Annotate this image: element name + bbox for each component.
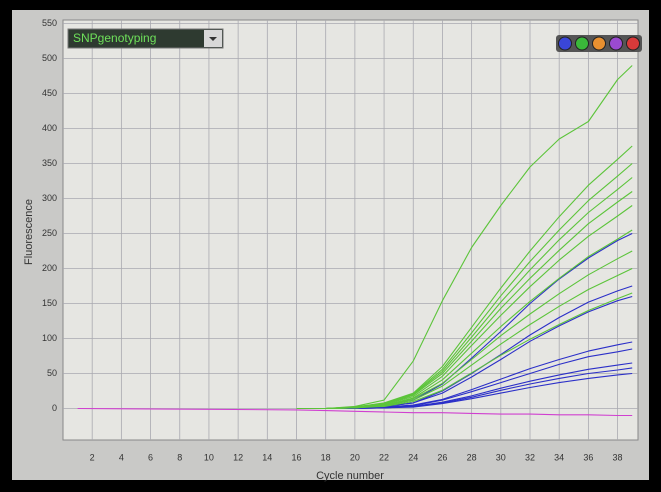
x-tick-label: 30 bbox=[496, 452, 506, 462]
x-tick-label: 34 bbox=[554, 452, 564, 462]
y-tick-label: 200 bbox=[42, 263, 57, 273]
x-tick-label: 28 bbox=[467, 452, 477, 462]
y-tick-label: 300 bbox=[42, 193, 57, 203]
y-axis-label: Fluorescence bbox=[23, 199, 35, 265]
x-tick-label: 20 bbox=[350, 452, 360, 462]
x-tick-label: 38 bbox=[613, 452, 623, 462]
y-tick-label: 150 bbox=[42, 298, 57, 308]
dropdown-label: SNPgenotyping bbox=[73, 31, 156, 45]
x-tick-label: 6 bbox=[148, 452, 153, 462]
x-tick-label: 14 bbox=[262, 452, 272, 462]
x-tick-label: 8 bbox=[177, 452, 182, 462]
y-tick-label: 550 bbox=[42, 18, 57, 28]
blue-button[interactable] bbox=[559, 37, 572, 50]
red-button[interactable] bbox=[627, 37, 640, 50]
y-tick-label: 0 bbox=[52, 403, 57, 413]
y-tick-label: 500 bbox=[42, 53, 57, 63]
x-tick-label: 12 bbox=[233, 452, 243, 462]
x-tick-label: 4 bbox=[119, 452, 124, 462]
green-button[interactable] bbox=[576, 37, 589, 50]
color-buttons bbox=[556, 35, 642, 52]
x-tick-label: 22 bbox=[379, 452, 389, 462]
page: SNPgenotyping Cycle number Fluorescence … bbox=[0, 0, 661, 487]
y-tick-label: 450 bbox=[42, 88, 57, 98]
x-tick-label: 32 bbox=[525, 452, 535, 462]
x-tick-label: 24 bbox=[408, 452, 418, 462]
y-tick-label: 100 bbox=[42, 333, 57, 343]
x-tick-label: 26 bbox=[437, 452, 447, 462]
x-tick-label: 2 bbox=[90, 452, 95, 462]
chart: SNPgenotyping Cycle number Fluorescence … bbox=[0, 0, 661, 487]
orange-button[interactable] bbox=[593, 37, 606, 50]
purple-button[interactable] bbox=[610, 37, 623, 50]
x-tick-label: 10 bbox=[204, 452, 214, 462]
y-tick-label: 400 bbox=[42, 123, 57, 133]
x-tick-label: 16 bbox=[291, 452, 301, 462]
x-tick-label: 36 bbox=[583, 452, 593, 462]
x-tick-label: 18 bbox=[321, 452, 331, 462]
y-tick-label: 50 bbox=[47, 368, 57, 378]
y-tick-label: 250 bbox=[42, 228, 57, 238]
y-tick-label: 350 bbox=[42, 158, 57, 168]
x-axis-label: Cycle number bbox=[316, 470, 384, 482]
